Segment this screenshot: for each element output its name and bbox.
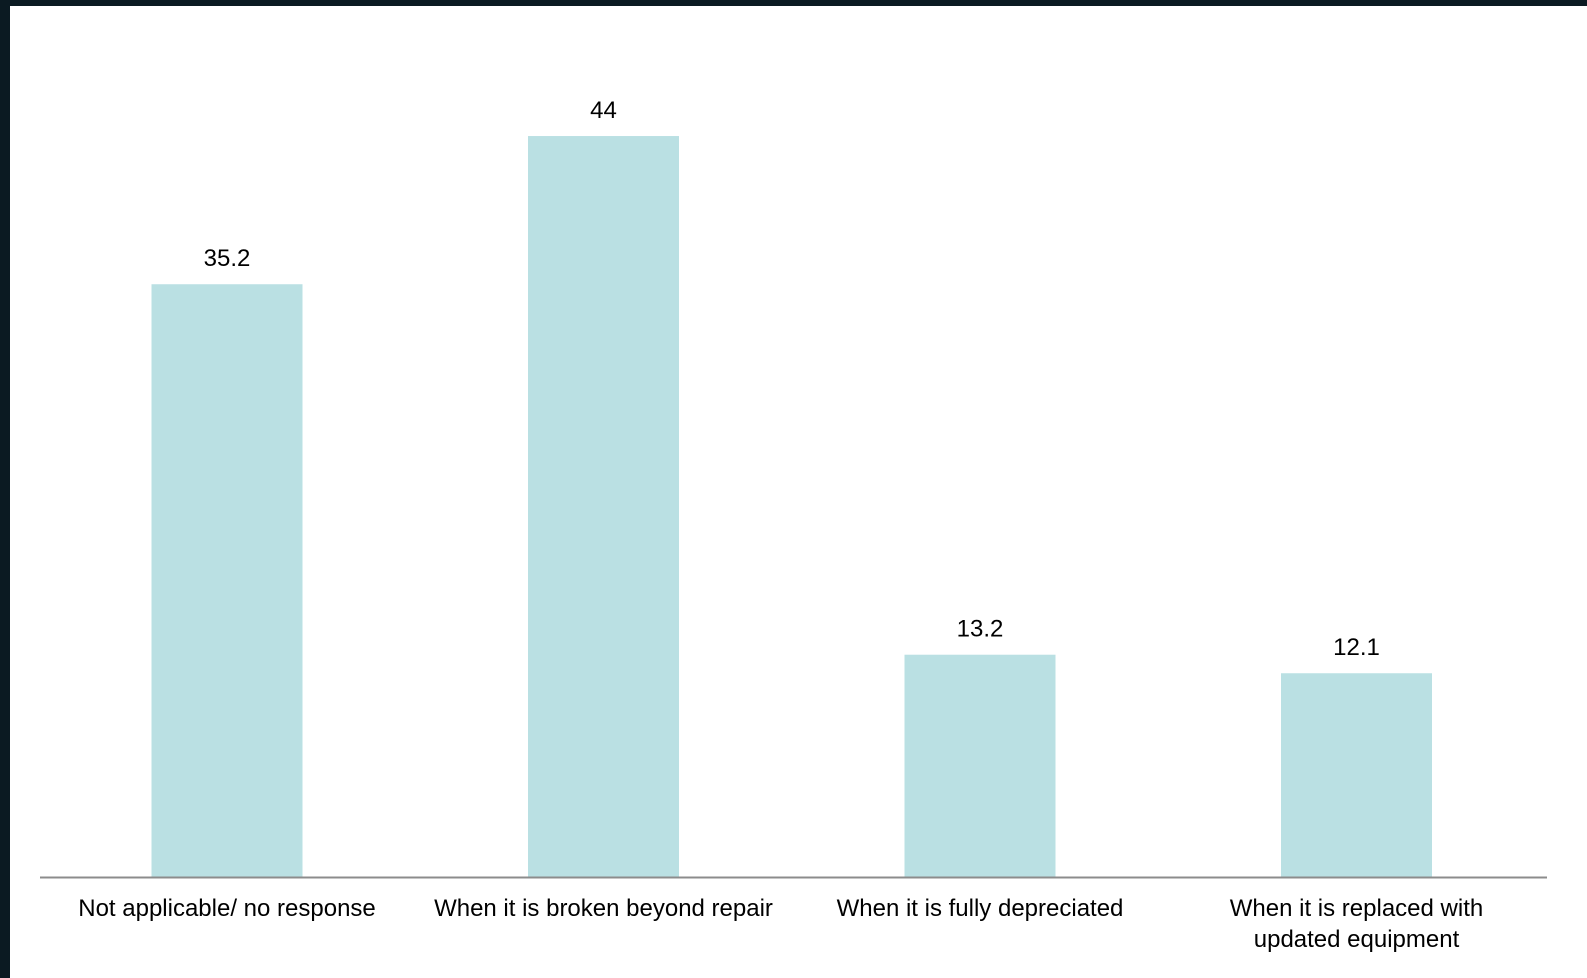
bars-group xyxy=(151,136,1432,878)
bar-chart: 35.2 44 13.2 12.1 Not applicable/ no respon… xyxy=(40,97,1547,953)
value-labels-group: 35.2 44 13.2 12.1 xyxy=(204,97,1380,661)
bar-3 xyxy=(904,654,1056,877)
bar-value-label-2: 44 xyxy=(590,97,617,124)
bar-4 xyxy=(1281,673,1432,877)
bar-value-label-4: 12.1 xyxy=(1333,634,1380,661)
bar-value-label-1: 35.2 xyxy=(204,245,251,272)
category-label-2: When it is broken beyond repair xyxy=(434,895,773,922)
category-label-4-line-1: When it is replaced with xyxy=(1230,895,1483,922)
bar-value-label-3: 13.2 xyxy=(957,616,1004,643)
category-label-4-line-2: updated equipment xyxy=(1254,926,1460,953)
chart-frame: 35.2 44 13.2 12.1 Not applicable/ no respon… xyxy=(10,6,1587,978)
category-label-1: Not applicable/ no response xyxy=(78,895,376,922)
category-labels-group: Not applicable/ no response When it is br… xyxy=(78,895,1483,953)
category-label-3: When it is fully depreciated xyxy=(837,895,1124,922)
bar-2 xyxy=(528,136,679,878)
bar-1 xyxy=(151,284,303,877)
